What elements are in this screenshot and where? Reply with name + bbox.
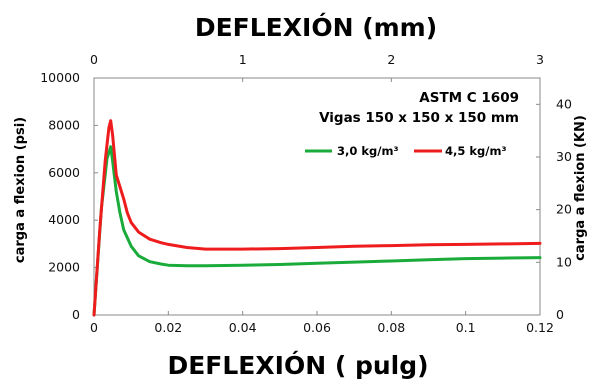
series-line-2: [92, 119, 542, 317]
series-lines: [92, 119, 542, 317]
y-axis-title: carga a flexion (psi): [13, 117, 28, 263]
x2-tick-label: 1: [239, 52, 247, 67]
x2-tick-label: 2: [387, 52, 395, 67]
y-tick-label: 0: [72, 307, 80, 322]
y-tick-label: 6000: [48, 165, 80, 180]
y2-tick-label: 20: [556, 202, 572, 217]
x2-tick-label: 0: [90, 52, 98, 67]
x-tick-label: 0.04: [229, 320, 257, 335]
legend-label-series-1: 3,0 kg/m³: [337, 144, 398, 158]
x-axis-title: DEFLEXIÓN ( pulg): [167, 350, 428, 380]
x-tick-label: 0.06: [303, 320, 331, 335]
y2-tick-label: 40: [556, 96, 572, 111]
series-line-1: [92, 145, 542, 317]
x-tick-label: 0.02: [154, 320, 182, 335]
y2-tick-labels: 0 10 20 30 40: [536, 96, 572, 322]
y2-axis-title: carga a flexion (KN): [573, 115, 588, 261]
x2-tick-labels: 0 1 2 3: [90, 52, 544, 82]
y2-tick-label: 10: [556, 254, 572, 269]
y2-tick-label: 30: [556, 149, 572, 164]
x-tick-label: 0.12: [526, 320, 554, 335]
x2-tick-label: 3: [536, 52, 544, 67]
legend: 3,0 kg/m³ 4,5 kg/m³: [305, 144, 506, 158]
x-tick-label: 0.1: [456, 320, 476, 335]
x-tick-labels: 0 0.02 0.04 0.06 0.08 0.1 0.12: [90, 311, 554, 335]
y2-tick-label: 0: [556, 307, 564, 322]
y-tick-label: 4000: [48, 212, 80, 227]
y-tick-labels: 0 2000 4000 6000 8000 10000: [40, 70, 98, 322]
y-tick-label: 2000: [48, 260, 80, 275]
x-tick-label: 0.08: [377, 320, 405, 335]
y-tick-label: 10000: [40, 70, 80, 85]
x-tick-label: 0: [90, 320, 98, 335]
annotation-standard: ASTM C 1609: [419, 90, 519, 106]
annotation-specimen: Vigas 150 x 150 x 150 mm: [319, 110, 519, 126]
y-tick-label: 8000: [48, 117, 80, 132]
legend-label-series-2: 4,5 kg/m³: [445, 144, 506, 158]
top-axis-title: DEFLEXIÓN (mm): [195, 12, 437, 42]
